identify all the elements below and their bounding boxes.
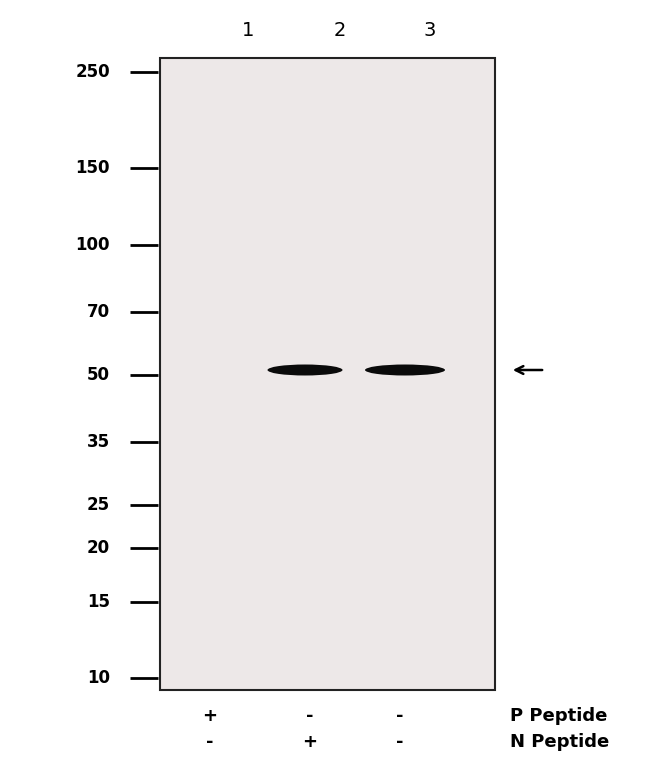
Text: 70: 70 (87, 303, 110, 321)
Text: 35: 35 (87, 433, 110, 451)
Text: +: + (302, 733, 317, 751)
Text: +: + (203, 707, 218, 725)
Text: 20: 20 (87, 539, 110, 557)
Text: 50: 50 (87, 366, 110, 384)
Text: 10: 10 (87, 669, 110, 687)
Text: 150: 150 (75, 159, 110, 177)
Ellipse shape (365, 365, 445, 376)
Text: 100: 100 (75, 235, 110, 253)
Text: 25: 25 (87, 496, 110, 514)
Text: -: - (206, 733, 214, 751)
Text: -: - (306, 707, 314, 725)
Text: 2: 2 (334, 20, 346, 39)
Bar (160, 58, 495, 690)
Text: 3: 3 (424, 20, 436, 39)
Text: 250: 250 (75, 63, 110, 81)
Text: P Peptide: P Peptide (510, 707, 607, 725)
Text: 1: 1 (242, 20, 254, 39)
Text: -: - (396, 733, 404, 751)
Text: -: - (396, 707, 404, 725)
Text: 15: 15 (87, 593, 110, 611)
Ellipse shape (268, 365, 343, 376)
Text: N Peptide: N Peptide (510, 733, 609, 751)
